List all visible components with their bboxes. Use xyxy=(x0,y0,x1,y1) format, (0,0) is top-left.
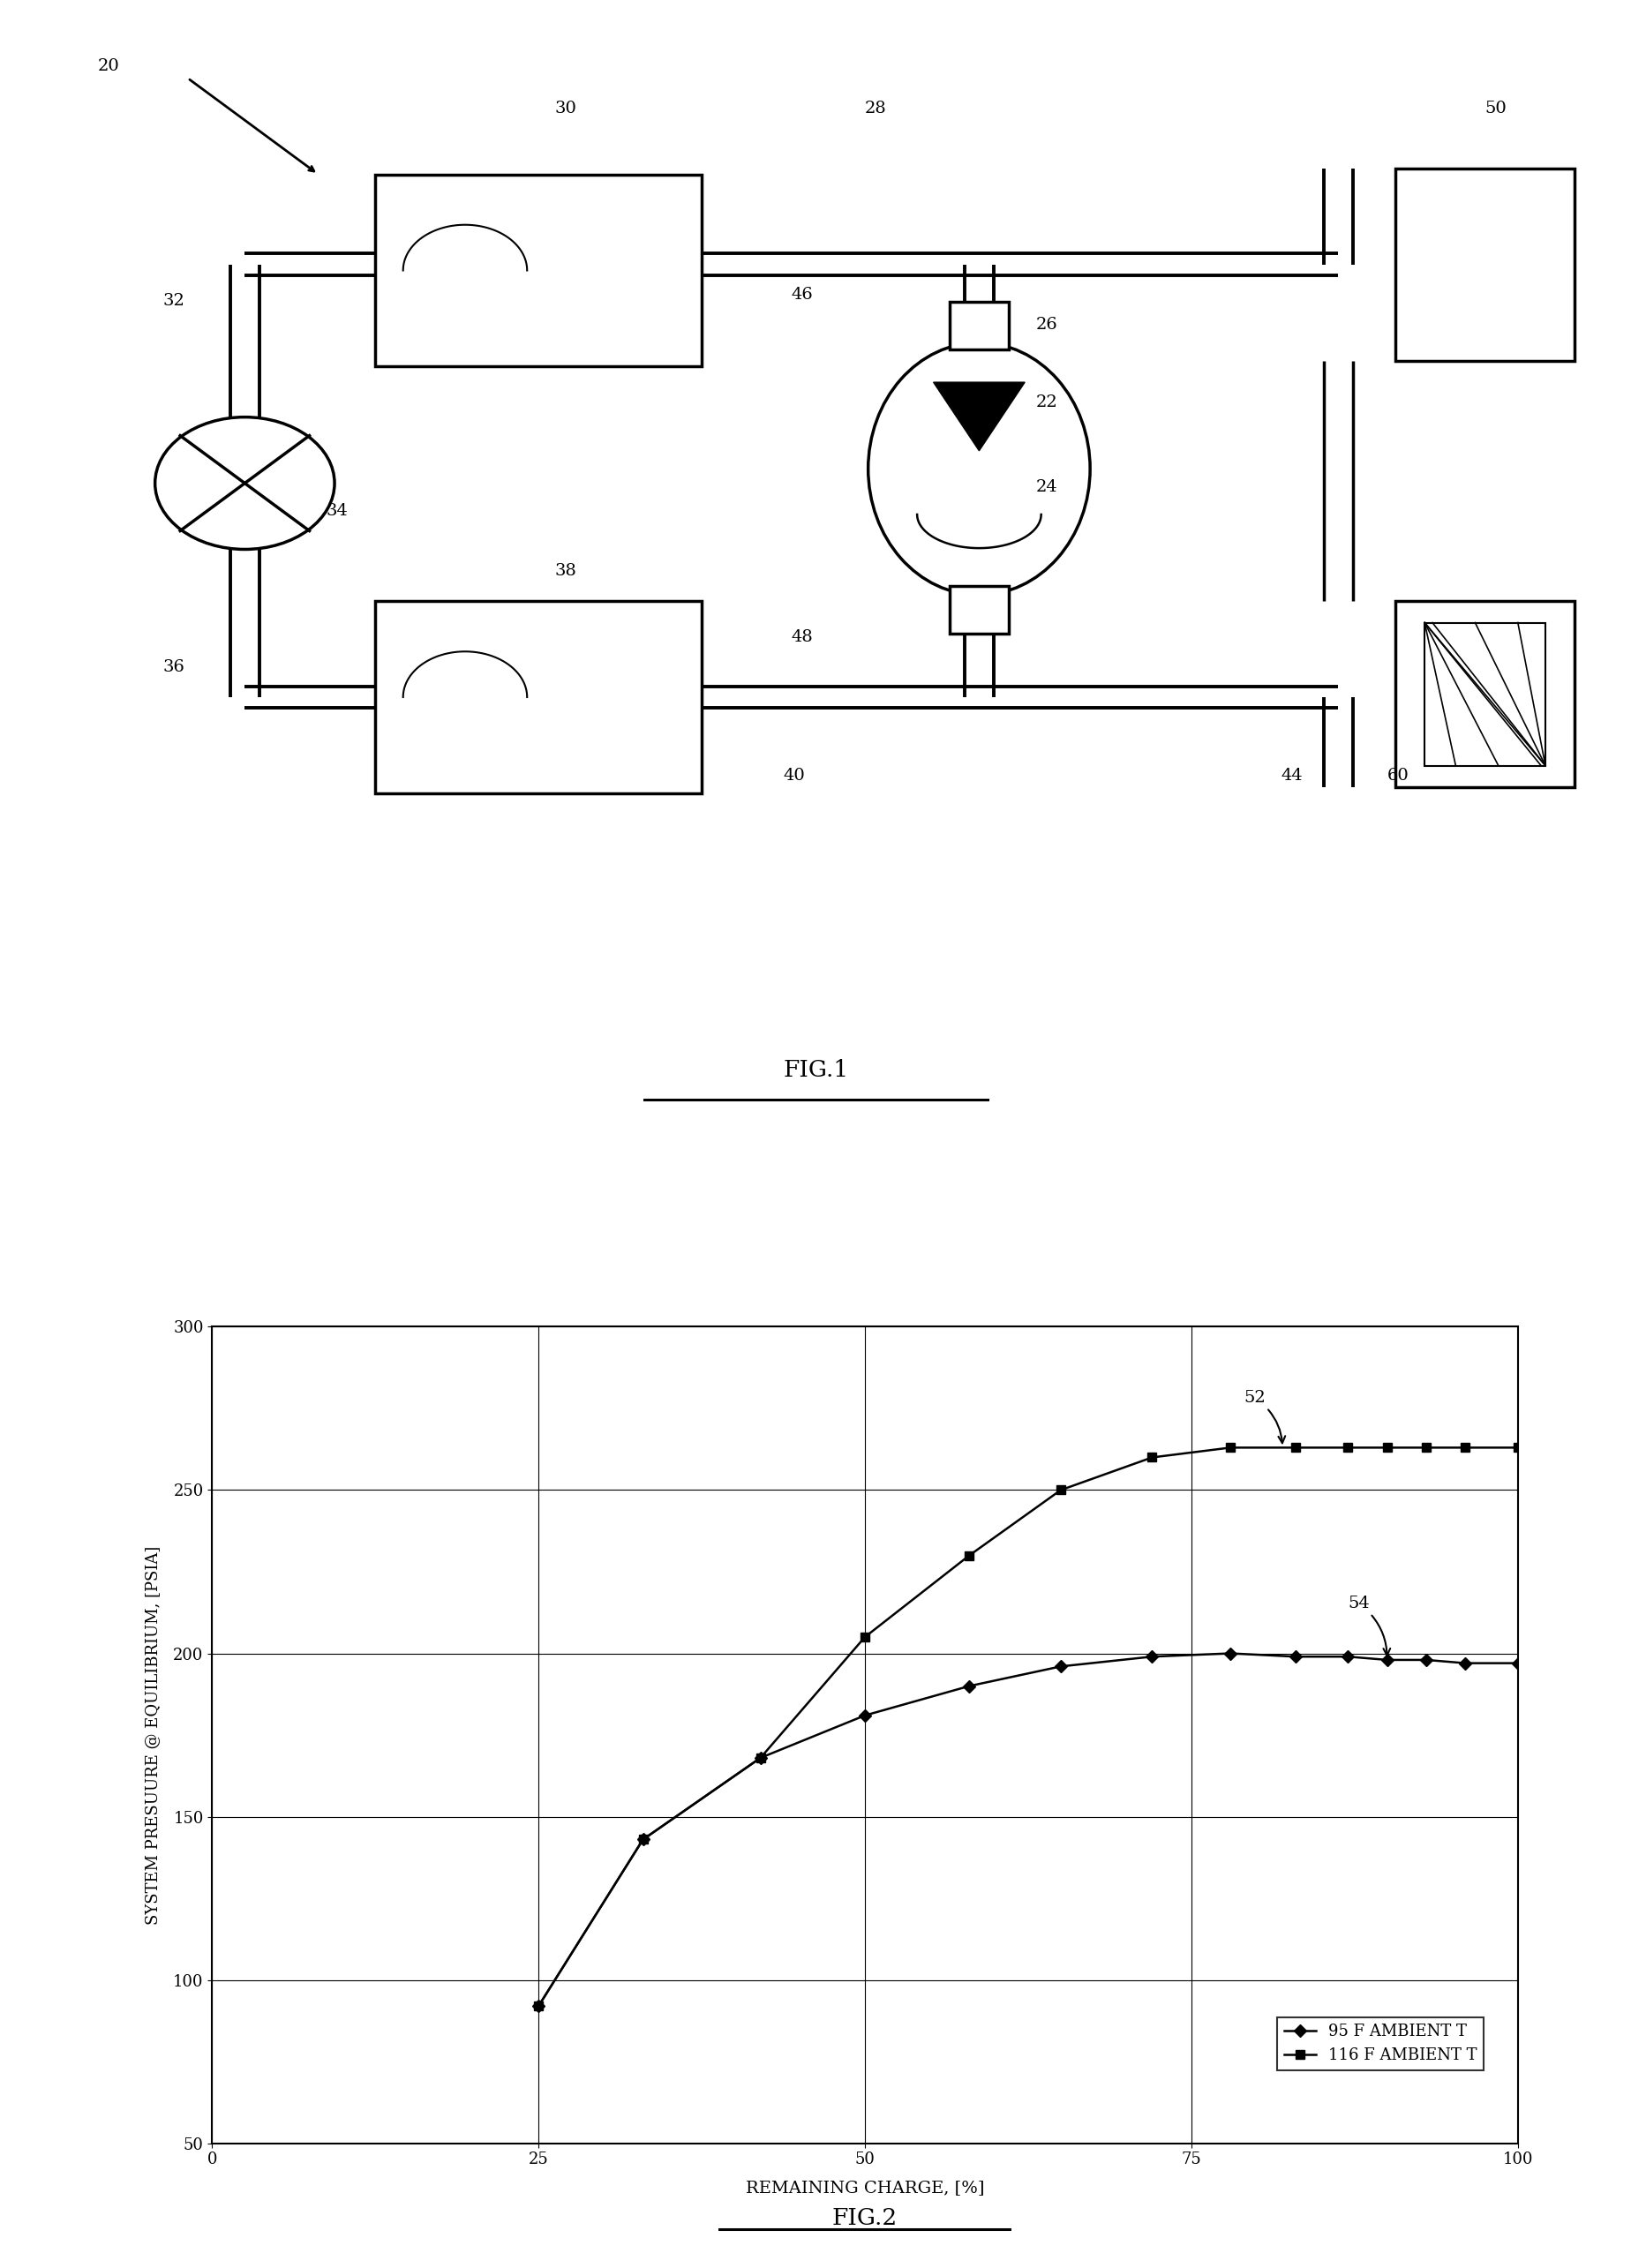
Bar xyxy=(375,175,701,367)
95 F AMBIENT T xyxy=(959,1672,979,1699)
Text: 60: 60 xyxy=(1386,767,1408,782)
116 F AMBIENT T xyxy=(1455,1433,1474,1461)
116 F AMBIENT T xyxy=(1142,1445,1161,1472)
Bar xyxy=(375,601,701,794)
95 F AMBIENT T xyxy=(1377,1647,1396,1674)
Text: 20: 20 xyxy=(98,59,119,75)
95 F AMBIENT T xyxy=(633,1826,652,1853)
Legend: 95 F AMBIENT T, 116 F AMBIENT T: 95 F AMBIENT T, 116 F AMBIENT T xyxy=(1277,2019,1483,2071)
116 F AMBIENT T xyxy=(1050,1476,1070,1504)
95 F AMBIENT T xyxy=(1337,1642,1357,1669)
Text: FIG.1: FIG.1 xyxy=(783,1059,848,1082)
Text: 52: 52 xyxy=(1243,1390,1285,1442)
116 F AMBIENT T xyxy=(1220,1433,1240,1461)
Text: 36: 36 xyxy=(163,660,184,676)
Text: 22: 22 xyxy=(1036,395,1057,411)
Text: 32: 32 xyxy=(163,293,184,308)
Text: 30: 30 xyxy=(555,100,576,116)
95 F AMBIENT T xyxy=(1050,1653,1070,1681)
Text: 26: 26 xyxy=(1036,318,1057,333)
Text: 28: 28 xyxy=(864,100,886,116)
116 F AMBIENT T xyxy=(1285,1433,1305,1461)
95 F AMBIENT T xyxy=(1416,1647,1435,1674)
95 F AMBIENT T xyxy=(1220,1640,1240,1667)
Y-axis label: SYSTEM PRESUURE @ EQUILIBRIUM, [PSIA]: SYSTEM PRESUURE @ EQUILIBRIUM, [PSIA] xyxy=(145,1545,161,1926)
Bar xyxy=(1395,168,1574,361)
95 F AMBIENT T xyxy=(1142,1642,1161,1669)
95 F AMBIENT T xyxy=(1507,1649,1527,1676)
116 F AMBIENT T xyxy=(1416,1433,1435,1461)
Bar xyxy=(949,302,1008,349)
95 F AMBIENT T xyxy=(1455,1649,1474,1676)
Bar xyxy=(1424,624,1545,767)
Text: FIG.2: FIG.2 xyxy=(832,2207,897,2229)
116 F AMBIENT T xyxy=(1507,1433,1527,1461)
Text: 38: 38 xyxy=(555,562,576,578)
116 F AMBIENT T xyxy=(633,1826,652,1853)
Bar xyxy=(949,587,1008,635)
116 F AMBIENT T xyxy=(855,1624,874,1651)
95 F AMBIENT T xyxy=(855,1701,874,1728)
116 F AMBIENT T xyxy=(750,1744,770,1771)
Text: 24: 24 xyxy=(1036,479,1057,494)
116 F AMBIENT T xyxy=(1337,1433,1357,1461)
116 F AMBIENT T xyxy=(959,1542,979,1569)
116 F AMBIENT T xyxy=(1377,1433,1396,1461)
95 F AMBIENT T xyxy=(1285,1642,1305,1669)
Text: 40: 40 xyxy=(783,767,804,782)
Bar xyxy=(1395,601,1574,787)
Text: 48: 48 xyxy=(791,628,812,644)
Text: 34: 34 xyxy=(326,503,347,519)
Text: 44: 44 xyxy=(1280,767,1302,782)
Line: 116 F AMBIENT T: 116 F AMBIENT T xyxy=(533,1442,1522,2009)
Text: 46: 46 xyxy=(791,286,812,302)
X-axis label: REMAINING CHARGE, [%]: REMAINING CHARGE, [%] xyxy=(745,2180,983,2195)
Text: 50: 50 xyxy=(1484,100,1505,116)
95 F AMBIENT T xyxy=(528,1994,548,2021)
Text: 54: 54 xyxy=(1347,1594,1390,1656)
95 F AMBIENT T xyxy=(750,1744,770,1771)
Polygon shape xyxy=(933,383,1024,451)
Line: 95 F AMBIENT T: 95 F AMBIENT T xyxy=(533,1649,1522,2009)
116 F AMBIENT T xyxy=(528,1994,548,2021)
